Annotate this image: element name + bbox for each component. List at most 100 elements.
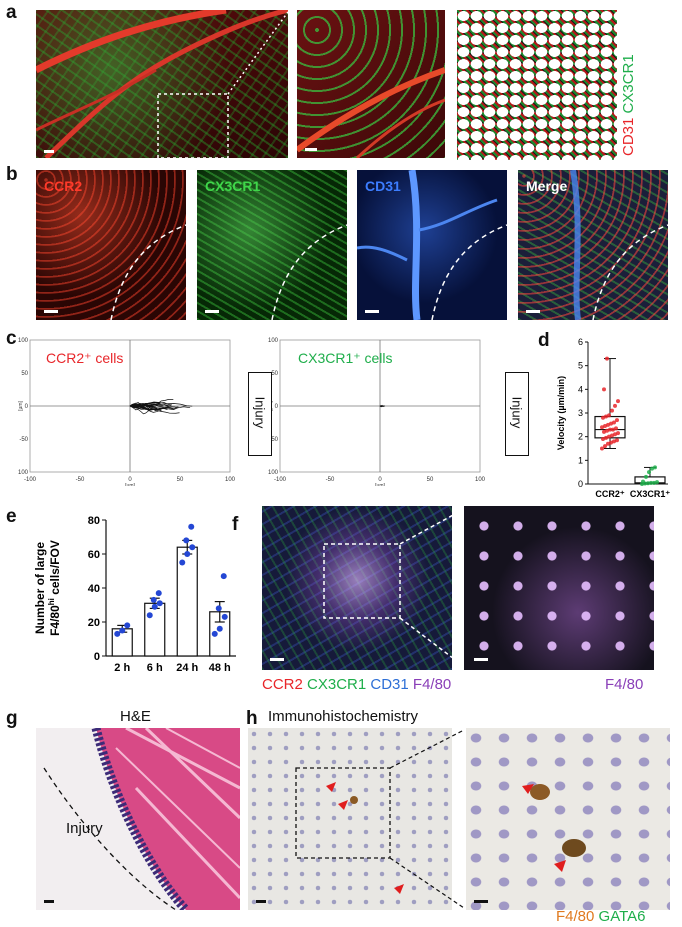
- x-tick-label: 0: [128, 477, 132, 483]
- legend-cd31: CD31: [370, 676, 409, 693]
- x-tick-label: -100: [24, 477, 37, 483]
- data-point: [211, 630, 218, 637]
- data-point: [605, 428, 609, 433]
- box: [594, 415, 626, 439]
- legend-cx3cr1: CX3CR1: [307, 676, 367, 693]
- y-axis-label-superscript: hi: [47, 598, 56, 605]
- y-tick-label: 3: [578, 408, 583, 418]
- data-point: [124, 622, 131, 629]
- data-point: [184, 551, 191, 557]
- panel-label-e: e: [6, 506, 17, 527]
- panel-h-ihc-image: [248, 728, 452, 910]
- f480-bar-chart: 0 20 40 60 80 Number of large F4/80hi cells/FO…: [33, 515, 236, 674]
- legend-gata6: GATA6: [598, 908, 646, 925]
- y-tick-label: -100: [18, 470, 29, 476]
- cell-track: [129, 405, 150, 415]
- data-point: [610, 433, 614, 438]
- injury-boundary: [110, 224, 186, 320]
- data-point: [150, 596, 157, 603]
- ihc-zoom-connector-lines: [390, 729, 465, 909]
- channel-label-cd31: CD31: [365, 178, 401, 194]
- data-point: [609, 440, 613, 445]
- panel-label-h: h: [246, 708, 258, 729]
- data-point: [189, 544, 196, 551]
- data-point: [156, 600, 163, 607]
- panel-label-g: g: [6, 708, 18, 729]
- data-point: [155, 590, 162, 597]
- panel-a-legend: CD31 CX3CR1: [620, 54, 682, 156]
- y-tick-label: 50: [21, 371, 28, 377]
- y-tick-label: 0: [275, 404, 279, 410]
- y-tick-label: 0: [94, 651, 100, 663]
- data-point: [607, 434, 611, 439]
- zoom-region-box: [323, 543, 401, 619]
- channel-label-merge: Merge: [526, 178, 568, 194]
- data-point: [606, 422, 610, 427]
- x-tick-label: 50: [427, 477, 434, 483]
- data-point: [608, 427, 612, 432]
- x-tick-label: -50: [76, 477, 85, 483]
- injury-box: Injury: [248, 372, 272, 456]
- panel-a-overview-image: [36, 10, 288, 158]
- panel-h-legend: F4/80 GATA6: [556, 908, 646, 925]
- data-point: [604, 435, 608, 440]
- channel-label-cx3cr1: CX3CR1: [205, 178, 261, 194]
- data-point: [647, 470, 651, 475]
- data-point: [652, 480, 656, 485]
- legend-f480: F4/80: [412, 676, 452, 693]
- legend-f480: F4/80: [556, 908, 595, 925]
- panel-a-segmentation-image: [457, 10, 617, 160]
- data-point: [603, 444, 607, 449]
- velocity-box-plot: 0 1 2 3 4 5 6 Velocity (µm/min) CCR2⁺ CX3CR1⁺: [556, 337, 670, 499]
- data-point: [609, 421, 613, 426]
- panel-h-ihc-zoom-image: [466, 728, 670, 910]
- ihc-overlay: [295, 767, 404, 894]
- panel-b-ccr2-image: CCR2: [36, 170, 186, 320]
- y-tick-label: 100: [18, 338, 29, 344]
- data-point: [114, 630, 121, 637]
- panel-b-merge-image: Merge: [518, 170, 668, 320]
- data-point: [616, 399, 620, 404]
- y-axis-label-line1: Number of large: [33, 542, 47, 634]
- cell-track: [129, 401, 193, 407]
- panel-label-a: a: [6, 2, 17, 23]
- y-tick-label: 6: [578, 337, 583, 347]
- data-point: [612, 420, 616, 425]
- y-tick-label: -50: [19, 437, 28, 443]
- data-point: [607, 413, 611, 418]
- y-axis-label: Velocity (µm/min): [556, 376, 566, 450]
- x-tick-label: 6 h: [147, 662, 163, 674]
- scale-bar: [270, 658, 284, 661]
- data-point: [649, 480, 653, 485]
- data-point: [615, 438, 619, 443]
- vessel-overlay: [36, 10, 288, 158]
- x-tick-label: -100: [274, 477, 287, 483]
- y-tick-label: -100: [268, 470, 279, 476]
- data-point: [646, 481, 650, 486]
- legend-cd31: CD31: [620, 117, 637, 156]
- y-tick-label: 0: [578, 479, 583, 489]
- scale-bar: [44, 150, 54, 153]
- data-point: [220, 573, 227, 580]
- data-point: [602, 387, 606, 392]
- ihc-zoom-overlay: [522, 784, 586, 872]
- scale-bar: [526, 310, 540, 313]
- y-axis-label-line2: F4/80hi cells/FOV: [47, 540, 62, 636]
- x-tick-label: CCR2⁺: [595, 489, 625, 499]
- he-injury-label: Injury: [66, 820, 103, 837]
- x-tick-label: 24 h: [176, 662, 198, 674]
- cell-track: [129, 403, 169, 407]
- x-axis-unit: [µm]: [375, 483, 385, 486]
- scale-bar: [205, 310, 219, 313]
- scale-bar: [44, 310, 58, 313]
- data-point: [604, 414, 608, 419]
- data-point: [641, 479, 645, 484]
- x-tick-label: 48 h: [209, 662, 231, 674]
- x-tick-label: 100: [475, 477, 486, 483]
- y-tick-label: 4: [578, 384, 583, 394]
- data-point: [146, 612, 153, 619]
- y-tick-label: 5: [578, 361, 583, 371]
- data-point: [119, 627, 126, 634]
- scale-bar: [365, 310, 379, 313]
- panel-f-zoom-legend: F4/80: [605, 676, 644, 693]
